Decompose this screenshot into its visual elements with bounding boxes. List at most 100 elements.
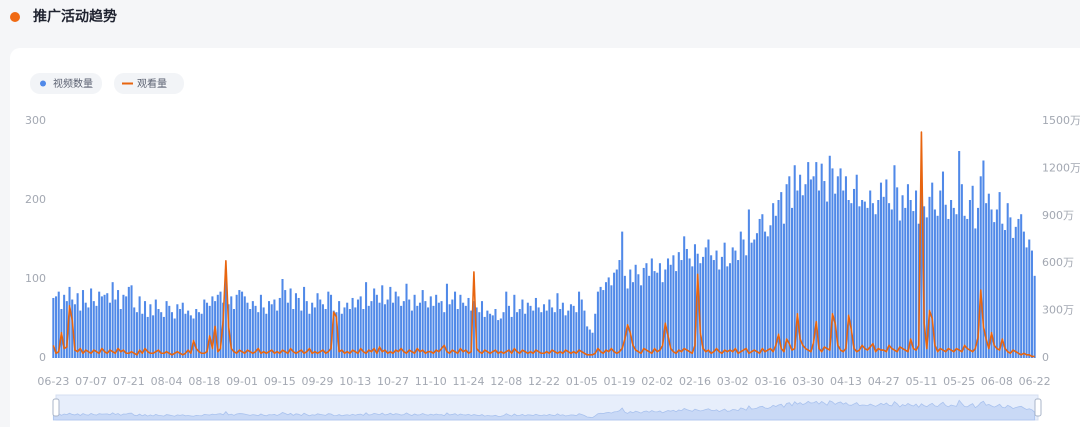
- bar: [993, 222, 996, 358]
- bar: [141, 313, 144, 358]
- bar: [90, 288, 93, 358]
- bar: [1014, 226, 1017, 358]
- bar: [507, 305, 510, 358]
- bar: [111, 282, 114, 358]
- bar: [57, 291, 60, 358]
- bar: [1033, 275, 1036, 358]
- bar: [187, 310, 190, 358]
- bar: [203, 299, 206, 358]
- bar: [532, 310, 535, 358]
- bar: [613, 272, 616, 358]
- legend-pill[interactable]: [114, 73, 184, 94]
- bar: [621, 231, 624, 358]
- bar: [443, 312, 446, 358]
- bar: [472, 301, 475, 358]
- bar: [559, 309, 562, 358]
- x-tick-label: 01-05: [566, 375, 598, 388]
- x-tick-label: 11-24: [453, 375, 485, 388]
- bar: [866, 207, 869, 358]
- bar: [348, 309, 351, 358]
- bar: [410, 310, 413, 358]
- bar: [710, 255, 713, 358]
- bar: [243, 296, 246, 358]
- bar: [853, 188, 856, 358]
- bar: [693, 244, 696, 358]
- bar: [497, 320, 500, 358]
- bar: [933, 209, 936, 358]
- bar: [747, 209, 750, 358]
- bar: [977, 207, 980, 358]
- bar: [960, 184, 963, 358]
- bar: [208, 305, 211, 358]
- bar: [761, 214, 764, 358]
- x-tick-label: 04-27: [868, 375, 900, 388]
- bar: [1009, 217, 1012, 358]
- bar: [273, 299, 276, 358]
- bar: [65, 301, 68, 358]
- x-tick-label: 04-13: [830, 375, 862, 388]
- bar: [79, 310, 82, 358]
- legend-swatch: [40, 80, 46, 87]
- bar: [777, 200, 780, 358]
- bar: [812, 176, 815, 358]
- y2-tick-label: 900万: [1042, 209, 1074, 222]
- bar: [184, 313, 187, 358]
- bar: [871, 203, 874, 358]
- bar: [413, 294, 416, 358]
- bar: [356, 299, 360, 358]
- bar: [354, 307, 357, 358]
- x-tick-label: 12-22: [528, 375, 560, 388]
- bar: [944, 204, 947, 358]
- bar: [979, 176, 982, 358]
- x-tick-label: 05-11: [905, 375, 937, 388]
- bar: [755, 233, 758, 358]
- bar: [896, 187, 899, 358]
- y2-tick-label: 1200万: [1042, 161, 1080, 174]
- x-tick-label: 06-23: [37, 375, 69, 388]
- zoom-handle[interactable]: [1034, 398, 1042, 417]
- x-tick-label: 11-10: [415, 375, 447, 388]
- bar: [73, 304, 76, 358]
- bar: [125, 296, 128, 358]
- x-tick-label: 02-16: [679, 375, 711, 388]
- bar: [785, 184, 788, 358]
- bar: [707, 239, 710, 358]
- bar: [378, 302, 381, 358]
- x-tick-label: 01-19: [604, 375, 636, 388]
- bar: [626, 288, 629, 358]
- bar: [664, 269, 667, 358]
- bar: [839, 168, 842, 358]
- bar: [834, 193, 837, 358]
- bar: [162, 316, 165, 358]
- bar: [224, 269, 227, 358]
- bar: [847, 200, 850, 358]
- bar: [106, 293, 109, 358]
- bar: [801, 195, 804, 358]
- bar: [76, 293, 79, 358]
- bar: [381, 285, 384, 358]
- bar: [165, 301, 168, 358]
- bar: [618, 260, 621, 358]
- bar: [640, 285, 643, 358]
- bar: [691, 266, 694, 358]
- bar: [850, 203, 853, 358]
- bar: [615, 269, 618, 358]
- bar: [974, 228, 977, 358]
- bar: [278, 297, 281, 358]
- bar: [920, 187, 923, 358]
- bar: [367, 305, 370, 358]
- bar: [440, 301, 443, 358]
- zoom-handle[interactable]: [52, 398, 60, 417]
- bar: [332, 310, 335, 358]
- bar: [386, 299, 389, 358]
- bar: [362, 309, 365, 358]
- bar: [294, 293, 298, 358]
- bar: [300, 310, 303, 358]
- legend-pill[interactable]: [30, 73, 102, 94]
- bar: [257, 312, 260, 358]
- bar: [982, 160, 985, 358]
- bar: [289, 288, 292, 358]
- bar: [534, 297, 537, 358]
- bar: [629, 269, 632, 358]
- bar: [567, 310, 570, 358]
